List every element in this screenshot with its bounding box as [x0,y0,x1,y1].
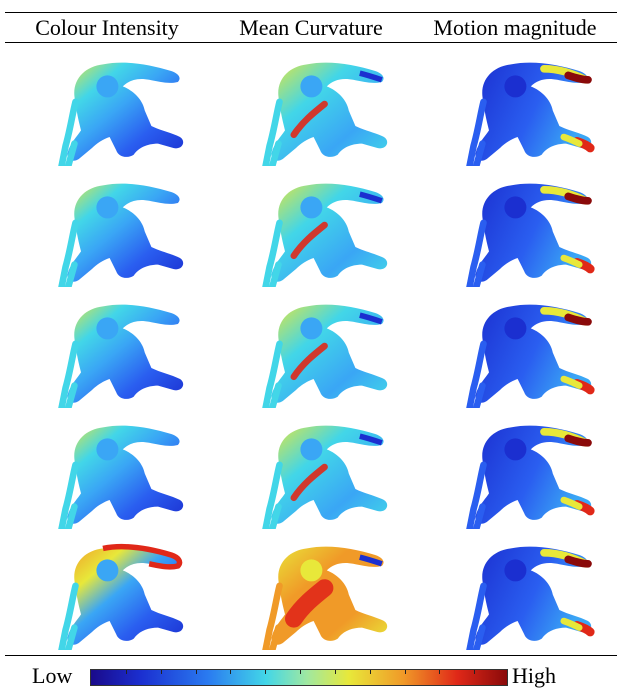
colorbar-tick [265,670,267,674]
mesh-figure [262,304,388,408]
table-bottom-rule [5,655,617,656]
mesh-render-intensity-b [5,166,209,287]
mesh-render-intensity-e [5,529,209,650]
mesh-figure [58,543,184,650]
mesh-render-motion-b [413,166,617,287]
mesh-figure [262,183,388,287]
mesh-figure [466,304,595,408]
mesh-figure [58,304,184,408]
mesh-render-intensity-a [5,45,209,166]
legend-low-label: Low [32,663,73,688]
mesh-figure [466,546,595,650]
mesh-render-motion-d [413,408,617,529]
column-header-colour-intensity: Colour Intensity [35,15,179,40]
mesh-render-motion-e [413,529,617,650]
mesh-render-curvature-b [209,166,413,287]
colorbar-tick [369,670,371,674]
mesh-figure [58,425,184,529]
mesh-figure [262,546,388,650]
mesh-figure [466,425,595,529]
colorbar-tick [334,670,336,674]
colorbar-gradient [90,669,508,686]
colorbar-tick [230,670,232,674]
colorbar-tick [404,670,406,674]
mesh-render-curvature-a [209,45,413,166]
colorbar-legend: Low High [0,660,622,692]
table-header-rule [5,42,617,43]
mesh-figure [58,62,184,166]
colorbar-tick [195,670,197,674]
colorbar-tick [300,670,301,674]
colorbar-tick [439,670,441,674]
mesh-figure [58,183,184,287]
mesh-render-motion-c [413,287,617,408]
mesh-figure [262,62,388,166]
mesh-render-motion-a [413,45,617,166]
mesh-render-curvature-d [209,408,413,529]
mesh-render-curvature-c [209,287,413,408]
colorbar-tick [125,670,127,674]
legend-high-label: High [512,663,556,688]
mesh-figure [466,183,595,287]
mesh-figure [262,425,388,529]
mesh-render-intensity-d [5,408,209,529]
colorbar-tick [160,670,162,674]
column-header-mean-curvature: Mean Curvature [239,15,383,40]
mesh-render-intensity-c [5,287,209,408]
mesh-render-curvature-e [209,529,413,650]
figure-grid [5,45,617,653]
colorbar-tick [474,670,476,674]
mesh-figure [466,62,595,166]
table-top-rule [5,12,617,13]
column-header-motion-magnitude: Motion magnitude [433,15,597,40]
